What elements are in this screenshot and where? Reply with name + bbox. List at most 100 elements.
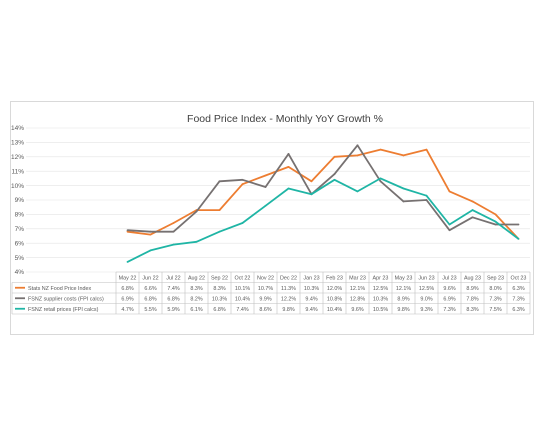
data-point <box>471 216 474 219</box>
data-point <box>425 199 428 201</box>
data-point <box>494 223 497 226</box>
data-label: 9.4% <box>305 296 317 302</box>
data-label: 8.0% <box>489 286 501 292</box>
data-label: 12.1% <box>350 286 365 292</box>
data-point <box>172 230 175 233</box>
category-label: May 22 <box>119 276 137 282</box>
data-point <box>356 144 359 147</box>
category-label: Aug 23 <box>464 276 481 282</box>
data-label: 5.5% <box>144 307 156 313</box>
data-label: 10.3% <box>304 286 319 292</box>
data-label: 6.9% <box>443 296 455 302</box>
category-label: Jul 22 <box>166 276 180 282</box>
data-point <box>195 210 198 213</box>
data-label: 6.8% <box>144 296 156 302</box>
data-point <box>471 209 474 211</box>
data-label: 12.5% <box>419 286 434 292</box>
data-point <box>356 154 359 157</box>
category-label: Oct 22 <box>235 276 251 282</box>
category-label: Dec 22 <box>280 276 297 282</box>
data-point <box>517 237 520 240</box>
data-label: 9.9% <box>259 296 271 302</box>
data-label: 7.4% <box>236 307 248 313</box>
data-point <box>241 222 244 224</box>
y-tick-label: 9% <box>15 197 25 204</box>
data-label: 9.8% <box>282 307 294 313</box>
data-label: 7.3% <box>443 307 455 313</box>
data-point <box>379 177 382 180</box>
category-label: Sep 23 <box>487 276 504 282</box>
category-label: Aug 22 <box>188 276 205 282</box>
data-label: 10.4% <box>235 296 250 302</box>
data-point <box>402 187 405 190</box>
data-point <box>402 200 405 203</box>
data-label: 7.8% <box>466 296 478 302</box>
data-point <box>218 209 221 211</box>
data-label: 10.7% <box>258 286 273 292</box>
data-label: 6.3% <box>512 307 524 313</box>
y-tick-label: 7% <box>15 226 25 233</box>
data-label: 12.0% <box>327 286 342 292</box>
data-point <box>287 153 290 155</box>
data-point <box>287 165 290 168</box>
data-point <box>264 174 267 177</box>
y-tick-label: 10% <box>11 183 24 190</box>
y-tick-label: 5% <box>15 255 25 262</box>
data-label: 8.6% <box>259 307 271 313</box>
data-point <box>448 223 451 226</box>
data-label: 7.5% <box>489 307 501 313</box>
category-label: Apr 23 <box>373 276 389 282</box>
category-label: May 23 <box>395 276 413 282</box>
data-label: 10.1% <box>235 286 250 292</box>
data-point <box>494 213 497 216</box>
data-label: 12.2% <box>281 296 296 302</box>
y-tick-label: 14% <box>11 125 24 132</box>
y-tick-label: 8% <box>15 212 25 219</box>
data-label: 12.8% <box>350 296 365 302</box>
data-point <box>264 186 267 188</box>
category-label: Mar 23 <box>349 276 366 282</box>
data-label: 8.9% <box>466 286 478 292</box>
data-label: 4.7% <box>121 307 133 313</box>
data-point <box>172 222 175 224</box>
data-point <box>149 233 152 236</box>
data-point <box>149 249 152 252</box>
data-label: 9.3% <box>420 307 432 313</box>
data-point <box>333 178 336 181</box>
legend-label: Stats NZ Food Price Index <box>28 286 92 292</box>
category-label: Feb 23 <box>326 276 343 282</box>
data-label: 7.3% <box>489 296 501 302</box>
data-point <box>126 229 129 232</box>
series-line-1 <box>127 148 520 240</box>
y-tick-label: 6% <box>15 240 25 247</box>
data-label: 12.5% <box>373 286 388 292</box>
series-line-3 <box>127 177 520 263</box>
data-point <box>149 230 152 233</box>
y-tick-label: 4% <box>15 269 25 276</box>
data-point <box>425 148 428 151</box>
series-line-2 <box>127 144 519 233</box>
data-point <box>218 230 221 233</box>
data-point <box>310 180 313 183</box>
data-label: 11.3% <box>281 286 296 292</box>
data-label: 7.4% <box>167 286 179 292</box>
y-tick-label: 11% <box>11 168 24 175</box>
data-label: 7.3% <box>512 296 524 302</box>
data-label: 9.4% <box>305 307 317 313</box>
data-label: 6.1% <box>190 307 202 313</box>
y-tick-label: 12% <box>11 154 24 161</box>
data-label: 10.3% <box>373 296 388 302</box>
data-label: 5.9% <box>167 307 179 313</box>
series-lines <box>126 144 520 263</box>
data-point <box>402 154 405 157</box>
data-label: 8.3% <box>466 307 478 313</box>
data-point <box>333 155 336 158</box>
gridlines <box>26 127 530 273</box>
data-label: 6.8% <box>121 286 133 292</box>
data-label: 9.6% <box>351 307 363 313</box>
data-label: 10.5% <box>373 307 388 313</box>
data-point <box>333 173 336 175</box>
data-point <box>448 190 451 193</box>
data-label: 6.9% <box>121 296 133 302</box>
